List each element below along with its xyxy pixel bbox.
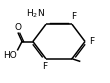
Text: F: F — [89, 37, 94, 46]
Text: O: O — [14, 23, 21, 32]
Text: F: F — [71, 12, 76, 21]
Text: HO: HO — [3, 51, 17, 60]
Text: F: F — [42, 62, 47, 71]
Text: H$_2$N: H$_2$N — [26, 7, 45, 20]
